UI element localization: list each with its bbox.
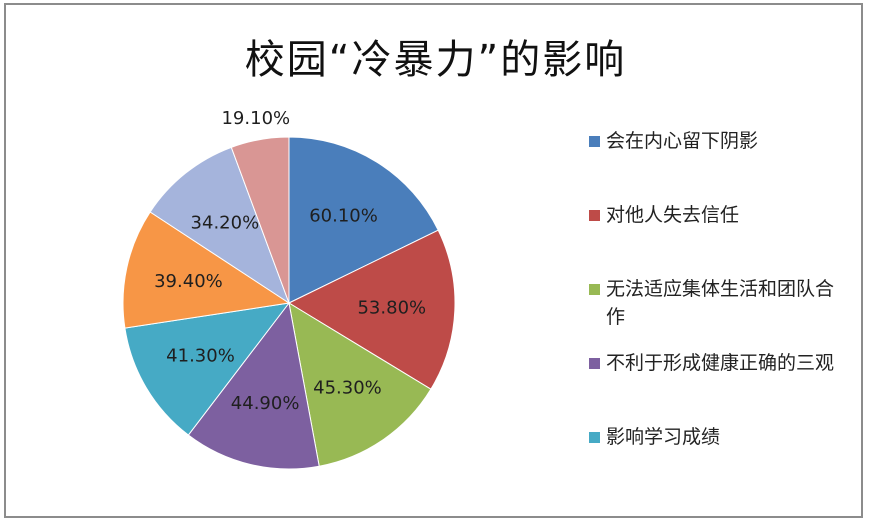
slice-label-3: 44.90% [231, 393, 300, 414]
legend-item-0: 会在内心留下阴影 [589, 127, 859, 155]
legend-item-3: 不利于形成健康正确的三观 [589, 349, 859, 377]
pie-slice-0 [288, 136, 439, 304]
legend-item-4: 影响学习成绩 [589, 423, 859, 451]
legend-swatch-1 [589, 210, 600, 221]
slice-label-2: 45.30% [313, 378, 382, 399]
pie-slice-3 [187, 301, 320, 470]
legend-item-2: 无法适应集体生活和团队合作 [589, 275, 859, 331]
legend-swatch-3 [589, 358, 600, 369]
chart-title: 校园“冷暴力”的影响 [244, 37, 627, 83]
slice-label-7: 19.10% [221, 108, 290, 129]
legend-swatch-0 [589, 136, 600, 147]
pie-slice-2 [288, 301, 432, 467]
legend-label-2: 无法适应集体生活和团队合作 [606, 278, 835, 328]
pie-slice-4 [124, 302, 291, 436]
slice-label-4: 41.30% [166, 346, 235, 367]
legend-label-1: 对他人失去信任 [606, 204, 740, 226]
legend-swatch-4 [589, 432, 600, 443]
pie-slice-1 [287, 229, 456, 390]
legend-swatch-2 [589, 284, 600, 295]
slice-label-6: 34.20% [191, 213, 260, 234]
slice-label-5: 39.40% [154, 271, 223, 292]
legend-label-0: 会在内心留下阴影 [606, 130, 759, 152]
legend-label-3: 不利于形成健康正确的三观 [606, 352, 835, 374]
pie-slice-6 [149, 146, 290, 305]
pie-chart: 60.10% 53.80% 45.30% 44.90% 41.30% 39.40% 34.2… [122, 108, 456, 470]
legend-item-1: 对他人失去信任 [589, 201, 859, 229]
chart-frame: 校园“冷暴力”的影响 60.10% 53.80% 45.30% 44.90% 41.30… [4, 3, 863, 518]
legend-label-4: 影响学习成绩 [606, 426, 721, 448]
pie-slice-5 [122, 211, 291, 329]
pie-slice-7 [230, 136, 290, 304]
slice-label-0: 60.10% [309, 206, 378, 227]
slice-label-1: 53.80% [357, 298, 426, 319]
